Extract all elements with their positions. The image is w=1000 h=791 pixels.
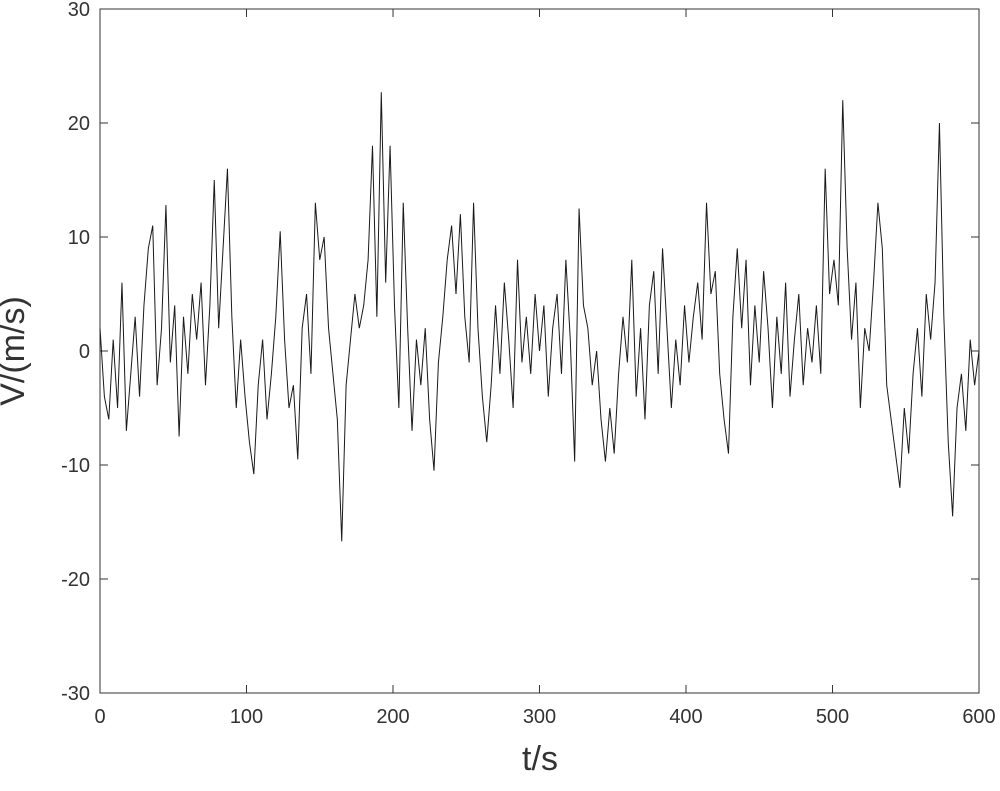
y-tick-label: -10 (61, 455, 90, 477)
x-tick-label: 0 (94, 706, 105, 728)
x-tick-label: 500 (816, 706, 849, 728)
x-tick-label: 400 (669, 706, 702, 728)
x-tick-label: 600 (962, 706, 995, 728)
x-tick-label: 200 (376, 706, 409, 728)
y-tick-label: 0 (79, 341, 90, 363)
series-line (99, 92, 980, 542)
y-tick-label: 20 (68, 113, 90, 135)
y-tick-label: -30 (61, 683, 90, 705)
x-tick-label: 100 (230, 706, 263, 728)
y-tick-label: 30 (68, 0, 90, 21)
y-tick-label: -20 (61, 569, 90, 591)
y-tick-label: 10 (68, 227, 90, 249)
x-axis-label: t/s (522, 740, 558, 778)
y-axis-label: V/(m/s) (0, 296, 32, 406)
x-tick-label: 300 (523, 706, 556, 728)
